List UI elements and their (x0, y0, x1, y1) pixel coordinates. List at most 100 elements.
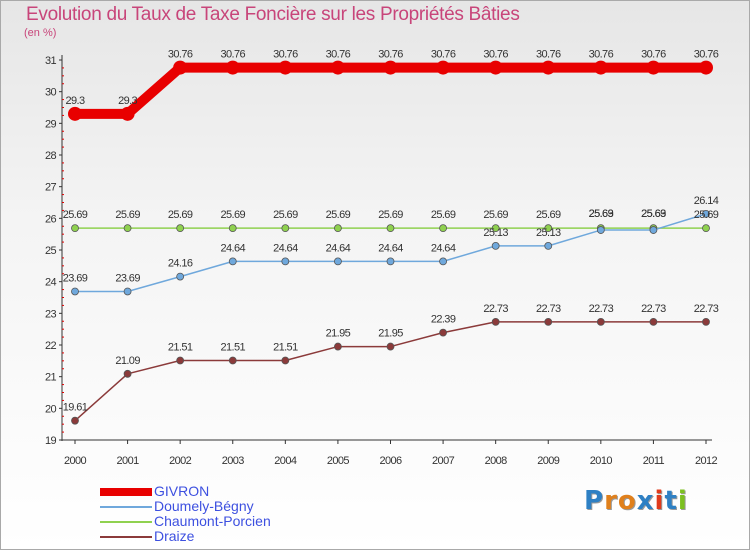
data-point (491, 241, 500, 250)
data-point (71, 224, 79, 233)
data-point (544, 224, 553, 233)
data-point (386, 224, 395, 233)
data-label: 30.76 (273, 49, 298, 61)
x-tick-label: 2007 (432, 455, 455, 467)
data-point (176, 356, 185, 365)
data-label: 25.13 (536, 227, 561, 239)
logo-letter: t (664, 486, 678, 516)
data-point (439, 257, 447, 266)
data-point (439, 328, 447, 337)
x-tick-label: 2002 (169, 455, 192, 467)
data-point (228, 257, 237, 266)
data-point (68, 106, 82, 121)
legend-label-givron: GIVRON (154, 483, 210, 499)
data-point (173, 60, 188, 75)
data-label: 24.64 (220, 242, 245, 254)
data-label: 25.69 (431, 209, 456, 221)
y-tick-label: 30 (45, 87, 57, 99)
data-point (71, 287, 79, 296)
data-point (123, 287, 132, 296)
legend-label-chaumont-porcien: Chaumont-Porcien (154, 513, 271, 529)
y-tick-label: 23 (45, 308, 57, 320)
data-label: 24.64 (326, 242, 351, 254)
data-point (649, 226, 658, 234)
data-label: 21.09 (115, 355, 140, 367)
data-label: 21.51 (168, 342, 193, 354)
y-tick-label: 29 (45, 118, 57, 130)
data-point (225, 60, 240, 75)
data-point (386, 342, 395, 351)
data-label: 25.69 (694, 209, 719, 221)
data-point (71, 416, 79, 425)
data-label: 30.76 (431, 49, 456, 61)
legend-label-doumely-begny: Doumely-Bégny (154, 498, 254, 514)
data-point (278, 60, 293, 75)
data-label: 25.69 (589, 208, 614, 220)
data-label: 25.13 (483, 227, 508, 239)
x-tick-label: 2010 (590, 455, 613, 467)
chart-legend: GIVRON Doumely-Bégny Chaumont-Porcien Dr… (100, 484, 360, 544)
x-tick-label: 2011 (643, 455, 665, 467)
data-label: 30.76 (589, 49, 614, 61)
data-label: 26.14 (694, 195, 719, 207)
data-label: 25.69 (536, 209, 561, 221)
data-label: 21.95 (326, 328, 351, 340)
legend-label-draize: Draize (154, 528, 195, 544)
logo-letter: x (636, 486, 655, 516)
data-point (228, 356, 237, 365)
data-point (281, 257, 290, 266)
x-tick-label: 2005 (327, 455, 350, 467)
data-point (702, 317, 710, 326)
data-point (176, 272, 185, 281)
data-point (281, 356, 290, 365)
data-label: 24.64 (378, 242, 403, 254)
data-label: 29.3 (65, 95, 84, 107)
data-label: 25.69 (168, 209, 193, 221)
y-tick-label: 22 (45, 340, 57, 352)
data-label: 25.69 (115, 209, 140, 221)
x-tick-label: 2009 (537, 455, 560, 467)
data-label: 22.73 (641, 303, 666, 315)
data-point (281, 224, 290, 233)
data-label: 30.76 (483, 49, 508, 61)
data-label: 30.76 (694, 49, 719, 61)
x-tick-label: 2003 (222, 455, 245, 467)
x-tick-label: 2004 (274, 455, 297, 467)
data-point (702, 224, 710, 233)
data-point (699, 60, 713, 75)
data-label: 30.76 (168, 49, 193, 61)
data-point (123, 224, 132, 233)
data-point (491, 317, 500, 326)
data-point (541, 60, 556, 75)
data-point (646, 60, 661, 75)
data-point (123, 369, 132, 378)
data-point (334, 224, 342, 233)
data-label: 22.73 (694, 303, 719, 315)
data-point (383, 60, 398, 75)
data-label: 22.73 (536, 303, 561, 315)
legend-swatch-chaumont-porcien (100, 521, 152, 523)
legend-item-givron: GIVRON (100, 484, 360, 499)
data-point (228, 224, 237, 233)
y-tick-label: 27 (45, 182, 57, 194)
data-label: 23.69 (115, 272, 140, 284)
data-label: 30.76 (220, 49, 245, 61)
data-point (702, 209, 710, 218)
x-tick-label: 2000 (64, 455, 87, 467)
proxiti-logo: Proxiti (584, 486, 688, 516)
data-label: 24.64 (273, 242, 298, 254)
legend-swatch-draize (100, 536, 152, 538)
data-label: 25.63 (641, 208, 666, 220)
legend-item-chaumont-porcien: Chaumont-Porcien (100, 514, 360, 529)
x-tick-label: 2006 (379, 455, 402, 467)
data-label: 25.69 (483, 209, 508, 221)
chart-title: Evolution du Taux de Taxe Foncière sur l… (26, 4, 520, 25)
logo-letter: i (677, 486, 688, 516)
data-label: 29.3 (118, 95, 137, 107)
data-point (544, 241, 553, 250)
data-label: 30.76 (641, 49, 666, 61)
data-label: 25.69 (273, 209, 298, 221)
legend-swatch-doumely-begny (100, 506, 152, 508)
legend-swatch-givron (100, 488, 152, 496)
